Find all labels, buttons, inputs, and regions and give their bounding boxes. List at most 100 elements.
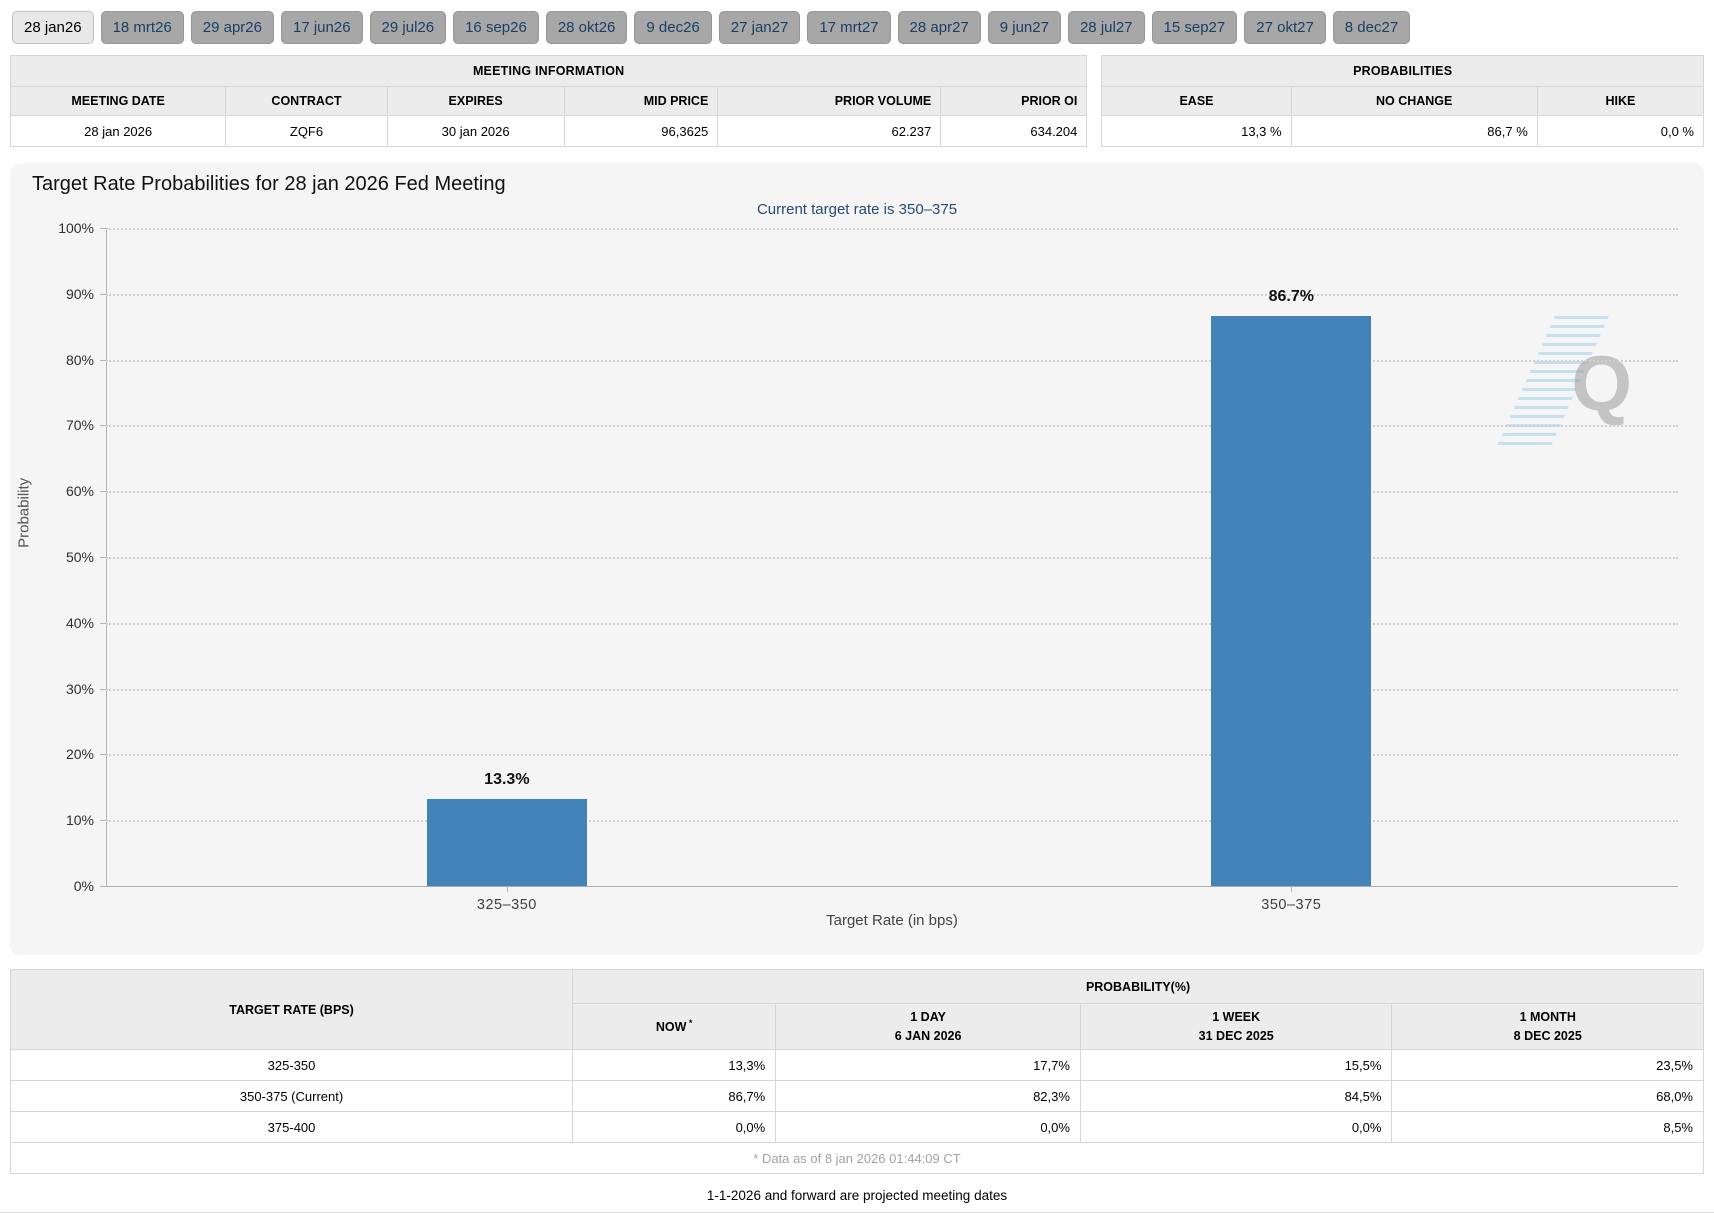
meeting-tab-29-apr26[interactable]: 29 apr26 [190,11,274,44]
probabilities-table: PROBABILITIES EASE NO CHANGE HIKE 13,3 % 86… [1101,55,1705,147]
y-axis-tick [100,688,106,690]
y-axis-tick-label: 80% [65,351,94,368]
meeting-tab-17-jun26[interactable]: 17 jun26 [280,11,363,44]
meeting-info-col-header: PRIOR OI [940,86,1088,116]
probability-cell: 0,0% [572,1111,777,1143]
meeting-tab-16-sep26[interactable]: 16 sep26 [453,11,539,44]
watermark-q-letter: Q [1571,339,1632,427]
probability-cell: 0,0% [1079,1111,1393,1143]
y-axis-tick [100,622,106,624]
info-row: MEETING INFORMATION MEETING DATE CONTRACT… [9,55,1705,147]
history-col-header: 1 DAY 6 JAN 2026 [775,1003,1081,1050]
probabilities-col-header: EASE [1101,86,1292,116]
probabilities-value: 13,3 % [1101,115,1292,147]
probability-cell: 15,5% [1079,1049,1393,1081]
data-as-of-note: * Data as of 8 jan 2026 01:44:09 CT [10,1142,1704,1174]
y-axis-tick [100,491,106,493]
meeting-info-col-header: MID PRICE [563,86,719,116]
gridline [106,491,1678,494]
y-axis-tick [100,228,106,229]
y-axis-tick-label: 100% [58,220,94,236]
y-axis-tick-label: 40% [65,614,94,631]
meeting-tab-15-sep27[interactable]: 15 sep27 [1151,11,1238,44]
probabilities-col-header: HIKE [1536,86,1705,116]
probability-cell: 82,3% [775,1080,1081,1112]
chart-title: Target Rate Probabilities for 28 jan 202… [32,173,506,195]
meeting-tab-8-dec27[interactable]: 8 dec27 [1332,11,1411,44]
meeting-tab-29-jul26[interactable]: 29 jul26 [369,11,447,44]
gridline [106,622,1678,625]
meeting-tab-28-apr27[interactable]: 28 apr27 [897,11,981,44]
y-axis-tick [100,425,106,427]
gridline [106,688,1678,691]
meeting-info-header-row: MEETING DATE CONTRACT EXPIRES MID PRICE PRIO… [9,86,1088,116]
x-axis-tick [1291,886,1293,892]
rate-cell: 350-375 (Current) [9,1080,574,1112]
meeting-tab-18-mrt26[interactable]: 18 mrt26 [100,11,184,44]
gridline [106,228,1678,230]
meeting-info-value: 96,3625 [563,115,719,147]
probability-history-table: TARGET RATE (BPS) PROBABILITY(%) NOW * 1 … [9,969,1704,1174]
probability-cell: 84,5% [1079,1080,1393,1112]
meeting-tab-28-okt26[interactable]: 28 okt26 [545,11,628,44]
y-axis-tick [100,754,106,756]
meeting-tab-9-jun27[interactable]: 9 jun27 [987,11,1061,44]
meeting-info-col-header: PRIOR VOLUME [717,86,942,116]
meeting-info-value-row: 28 jan 2026 ZQF6 30 jan 2026 96,3625 62.237 6… [9,115,1088,147]
x-axis-title: Target Rate (in bps) [826,912,958,929]
meeting-info-value: 30 jan 2026 [386,115,565,147]
x-axis-category-label: 325–350 [476,897,537,913]
gridline [106,754,1678,757]
meeting-info-col-header: CONTRACT [225,86,388,116]
probabilities-value-row: 13,3 % 86,7 % 0,0 % [1101,115,1705,147]
gridline [106,820,1678,823]
meeting-tab-28-jan26[interactable]: 28 jan26 [12,11,94,44]
y-axis-tick [100,820,106,822]
meeting-tabs: 28 jan26 18 mrt26 29 apr26 17 jun26 29 jul26… [0,0,1714,51]
y-axis-tick-label: 20% [65,746,94,763]
gridline [106,359,1678,362]
gridline [106,293,1678,296]
probability-group-header: PROBABILITY(%) [572,969,1704,1004]
history-row: 375-400 0,0% 0,0% 0,0% 8,5% [9,1111,1704,1143]
probability-cell: 13,3% [572,1049,777,1081]
probability-cell: 8,5% [1391,1111,1704,1143]
history-row: 325-350 13,3% 17,7% 15,5% 23,5% [9,1049,1704,1081]
y-axis-tick [100,557,106,558]
meeting-info-value: 634.204 [940,115,1088,147]
y-axis-tick-label: 50% [65,549,94,565]
meeting-tab-28-jul27[interactable]: 28 jul27 [1067,11,1145,44]
y-axis-title: Probability [15,477,33,548]
meeting-tab-27-okt27[interactable]: 27 okt27 [1244,11,1326,44]
history-col-header: 1 MONTH 8 DEC 2025 [1391,1003,1704,1050]
y-axis-tick-label: 0% [73,878,94,894]
bar-value-label: 13.3% [484,770,530,788]
x-axis-tick [506,886,508,892]
probability-cell: 17,7% [775,1049,1081,1081]
history-col-header: 1 WEEK 31 DEC 2025 [1079,1003,1393,1050]
rate-header: TARGET RATE (BPS) [9,969,574,1050]
y-axis-tick [100,359,106,361]
y-axis-tick-label: 30% [65,680,94,697]
probability-cell: 0,0% [775,1111,1081,1143]
gridline [106,425,1678,428]
probabilities-header-row: EASE NO CHANGE HIKE [1101,86,1705,116]
y-axis-tick-label: 70% [65,417,94,434]
probabilities-value: 0,0 % [1536,115,1705,147]
meeting-information-title: MEETING INFORMATION [9,55,1088,87]
meeting-tab-9-dec26[interactable]: 9 dec26 [634,11,712,44]
target-rate-chart: Target Rate Probabilities for 28 jan 202… [10,163,1704,955]
history-col-header: NOW * [572,1003,777,1050]
y-axis-tick-label: 90% [65,285,94,302]
x-axis-category-label: 350–375 [1261,897,1322,913]
meeting-info-col-header: MEETING DATE [9,86,227,116]
meeting-tab-17-mrt27[interactable]: 17 mrt27 [807,11,891,44]
probability-cell: 23,5% [1391,1049,1704,1081]
meeting-tab-27-jan27[interactable]: 27 jan27 [718,11,801,44]
probabilities-col-header: NO CHANGE [1290,86,1538,116]
y-axis-tick-label: 10% [65,812,94,829]
bar-value-label: 86.7% [1268,287,1314,305]
meeting-info-value: 28 jan 2026 [9,115,227,147]
rate-cell: 325-350 [9,1049,574,1081]
